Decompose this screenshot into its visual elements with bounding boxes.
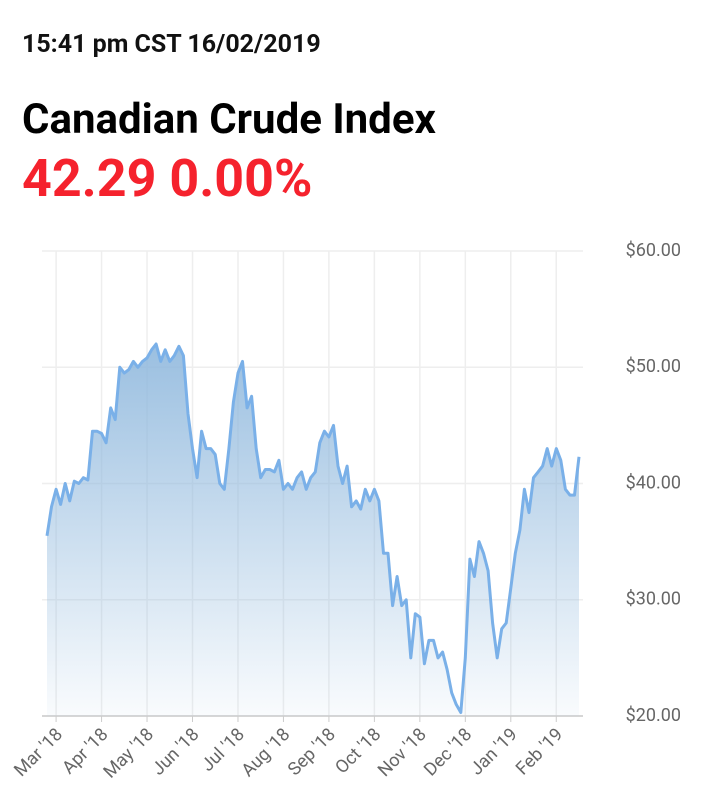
y-tick-label: $40.00 bbox=[626, 472, 681, 493]
timestamp: 15:41 pm CST 16/02/2019 bbox=[22, 30, 321, 59]
price: 42.29 bbox=[22, 148, 157, 209]
x-tick-label: Jan '19 bbox=[466, 724, 522, 780]
x-tick-label: Sep '18 bbox=[284, 724, 340, 780]
x-tick-label: Aug '18 bbox=[237, 724, 294, 781]
x-tick-label: Mar '18 bbox=[10, 724, 67, 781]
y-tick-label: $50.00 bbox=[626, 356, 681, 377]
x-tick-label: Jun '18 bbox=[148, 724, 204, 780]
change: 0.00% bbox=[169, 148, 313, 209]
y-tick-label: $60.00 bbox=[626, 240, 681, 261]
area-fill bbox=[47, 344, 579, 716]
x-tick-label: Dec '18 bbox=[420, 724, 476, 780]
line bbox=[45, 342, 581, 714]
y-tick-label: $30.00 bbox=[626, 589, 681, 610]
price-line: 42.29 0.00% bbox=[22, 148, 312, 209]
y-tick-label: $20.00 bbox=[626, 705, 681, 726]
x-tick-label: May '18 bbox=[99, 724, 158, 783]
title: Canadian Crude Index bbox=[22, 95, 436, 144]
x-tick-label: Nov '18 bbox=[374, 724, 431, 781]
x-tick-label: Feb '19 bbox=[512, 724, 567, 779]
